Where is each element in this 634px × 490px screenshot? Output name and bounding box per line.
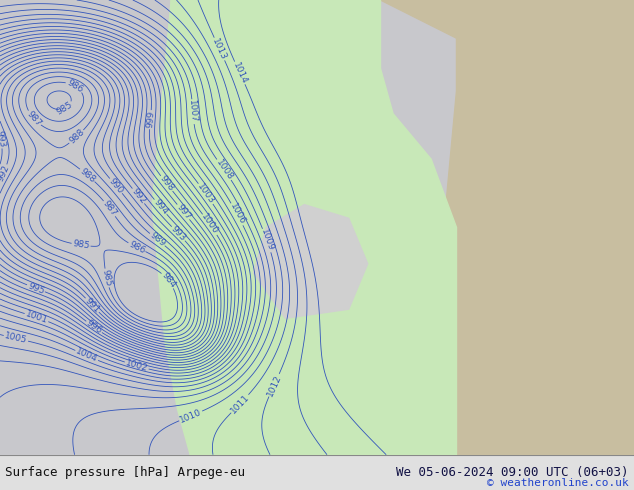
Polygon shape bbox=[431, 0, 634, 455]
Text: 1007: 1007 bbox=[188, 100, 198, 123]
Text: 987: 987 bbox=[101, 199, 119, 218]
Text: 1003: 1003 bbox=[195, 182, 216, 206]
Text: 993: 993 bbox=[0, 130, 6, 148]
Text: 995: 995 bbox=[27, 281, 46, 295]
Text: 1002: 1002 bbox=[124, 358, 149, 373]
Polygon shape bbox=[254, 205, 368, 318]
Text: 991: 991 bbox=[83, 296, 101, 315]
Text: 997: 997 bbox=[174, 202, 192, 221]
Text: 1011: 1011 bbox=[229, 392, 251, 415]
Polygon shape bbox=[152, 0, 380, 455]
Text: 996: 996 bbox=[84, 318, 103, 336]
Text: Surface pressure [hPa] Arpege-eu: Surface pressure [hPa] Arpege-eu bbox=[5, 466, 245, 479]
Text: 987: 987 bbox=[25, 109, 43, 128]
Text: 994: 994 bbox=[152, 197, 169, 217]
Text: 999: 999 bbox=[145, 111, 155, 129]
Text: 1000: 1000 bbox=[200, 213, 220, 237]
Text: 1004: 1004 bbox=[74, 347, 99, 364]
Text: 998: 998 bbox=[158, 174, 176, 193]
Text: © weatheronline.co.uk: © weatheronline.co.uk bbox=[487, 478, 629, 488]
Text: 985: 985 bbox=[72, 239, 90, 251]
Polygon shape bbox=[380, 0, 634, 127]
Text: We 05-06-2024 09:00 UTC (06+03): We 05-06-2024 09:00 UTC (06+03) bbox=[396, 466, 629, 479]
Text: 986: 986 bbox=[127, 240, 146, 255]
Text: 1010: 1010 bbox=[178, 407, 203, 424]
Text: 1013: 1013 bbox=[210, 37, 228, 61]
Text: 985: 985 bbox=[100, 269, 113, 288]
Text: 985: 985 bbox=[55, 100, 75, 117]
Text: 988: 988 bbox=[78, 166, 97, 184]
Text: 1008: 1008 bbox=[214, 158, 235, 182]
Text: 990: 990 bbox=[107, 176, 125, 196]
Text: 992: 992 bbox=[129, 187, 147, 205]
Text: 988: 988 bbox=[67, 127, 86, 146]
Text: 989: 989 bbox=[148, 231, 167, 248]
Text: 992: 992 bbox=[0, 164, 11, 183]
Text: 1006: 1006 bbox=[228, 202, 247, 226]
Text: 993: 993 bbox=[169, 224, 188, 243]
Polygon shape bbox=[171, 0, 456, 455]
Text: 1001: 1001 bbox=[24, 309, 49, 325]
Text: 1014: 1014 bbox=[231, 61, 249, 85]
Text: 986: 986 bbox=[65, 78, 84, 95]
Text: 1012: 1012 bbox=[265, 373, 283, 397]
Text: 1005: 1005 bbox=[4, 331, 28, 345]
Text: 984: 984 bbox=[159, 271, 177, 290]
Text: 1009: 1009 bbox=[259, 228, 275, 253]
